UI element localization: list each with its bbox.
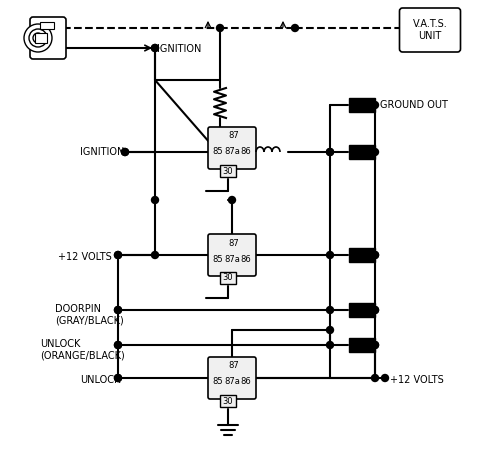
Circle shape [122, 149, 128, 155]
Text: 86: 86 [240, 378, 252, 387]
Bar [35, 33, 47, 43]
Circle shape [24, 24, 52, 52]
Circle shape [372, 251, 378, 259]
Circle shape [372, 342, 378, 348]
Bar [40, 22, 54, 29]
Text: 85: 85 [213, 255, 223, 264]
Text: 30: 30 [223, 167, 233, 176]
Text: 86: 86 [240, 148, 252, 157]
Bar [349, 145, 375, 159]
Text: UNLOCK: UNLOCK [80, 375, 120, 385]
Text: 85: 85 [213, 378, 223, 387]
Text: 87a: 87a [224, 148, 240, 157]
Circle shape [115, 307, 122, 313]
Text: +12 VOLTS: +12 VOLTS [58, 252, 112, 262]
Text: 87: 87 [229, 238, 239, 247]
Circle shape [29, 29, 47, 47]
FancyBboxPatch shape [208, 234, 256, 276]
Circle shape [216, 25, 223, 31]
Circle shape [326, 326, 333, 334]
Circle shape [115, 342, 122, 348]
Text: UNLOCK
(ORANGE/BLACK): UNLOCK (ORANGE/BLACK) [40, 339, 125, 361]
Circle shape [326, 307, 333, 313]
Text: 87a: 87a [224, 255, 240, 264]
Bar [349, 338, 375, 352]
Circle shape [372, 342, 378, 348]
Text: GROUND OUT: GROUND OUT [380, 100, 448, 110]
Text: IGNITION: IGNITION [157, 44, 201, 54]
Text: 87a: 87a [224, 378, 240, 387]
Circle shape [372, 251, 378, 259]
Circle shape [326, 342, 333, 348]
FancyBboxPatch shape [30, 17, 66, 59]
Text: IGNITION: IGNITION [80, 147, 124, 157]
Circle shape [33, 33, 43, 43]
Circle shape [151, 44, 158, 52]
Circle shape [115, 251, 122, 259]
Bar [349, 303, 375, 317]
Bar [349, 248, 375, 262]
Bar [220, 165, 236, 177]
Circle shape [115, 374, 122, 382]
FancyBboxPatch shape [208, 357, 256, 399]
FancyBboxPatch shape [208, 127, 256, 169]
Circle shape [115, 342, 122, 348]
Circle shape [326, 251, 333, 259]
Text: 85: 85 [213, 148, 223, 157]
Text: 87: 87 [229, 132, 239, 141]
Circle shape [115, 374, 122, 382]
Circle shape [115, 307, 122, 313]
Text: 30: 30 [223, 396, 233, 405]
Text: DOORPIN
(GRAY/BLACK): DOORPIN (GRAY/BLACK) [55, 304, 124, 326]
Text: +12 VOLTS: +12 VOLTS [390, 375, 444, 385]
Circle shape [372, 101, 378, 109]
Text: V.A.T.S.
UNIT: V.A.T.S. UNIT [412, 19, 447, 41]
Circle shape [292, 25, 298, 31]
Circle shape [151, 44, 158, 52]
Circle shape [228, 197, 235, 203]
Circle shape [372, 307, 378, 313]
Circle shape [151, 251, 158, 259]
FancyBboxPatch shape [399, 8, 461, 52]
Circle shape [122, 149, 128, 155]
Circle shape [381, 374, 388, 382]
Circle shape [372, 374, 378, 382]
Circle shape [326, 149, 333, 155]
Circle shape [372, 149, 378, 155]
Circle shape [115, 251, 122, 259]
Bar [220, 272, 236, 284]
Bar [220, 395, 236, 407]
Circle shape [151, 197, 158, 203]
Text: 87: 87 [229, 361, 239, 370]
Bar [349, 98, 375, 112]
Circle shape [372, 307, 378, 313]
Circle shape [326, 149, 333, 155]
Text: 86: 86 [240, 255, 252, 264]
Text: 30: 30 [223, 273, 233, 282]
